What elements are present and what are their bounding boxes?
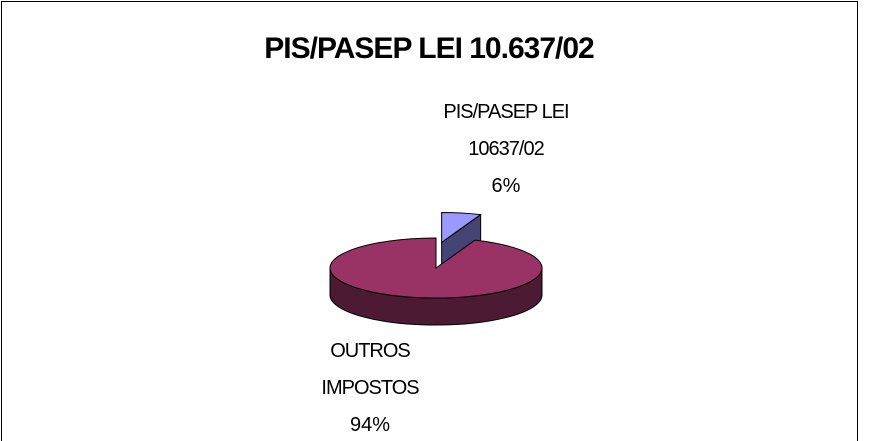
category-label: OUTROS IMPOSTOS <box>321 340 419 399</box>
pie-slice <box>441 211 482 244</box>
chart-title: PIS/PASEP LEI 10.637/02 <box>264 32 594 65</box>
value-label: 6% <box>491 175 521 197</box>
slice-label: PIS/PASEP LEI 10637/02 6% <box>420 94 592 205</box>
value-label: 94% <box>349 414 391 436</box>
chart-border <box>1 1 858 441</box>
slice-label: OUTROS IMPOSTOS 94% <box>300 333 440 441</box>
category-label: PIS/PASEP LEI 10637/02 <box>443 101 569 160</box>
pie-slice <box>329 237 543 299</box>
